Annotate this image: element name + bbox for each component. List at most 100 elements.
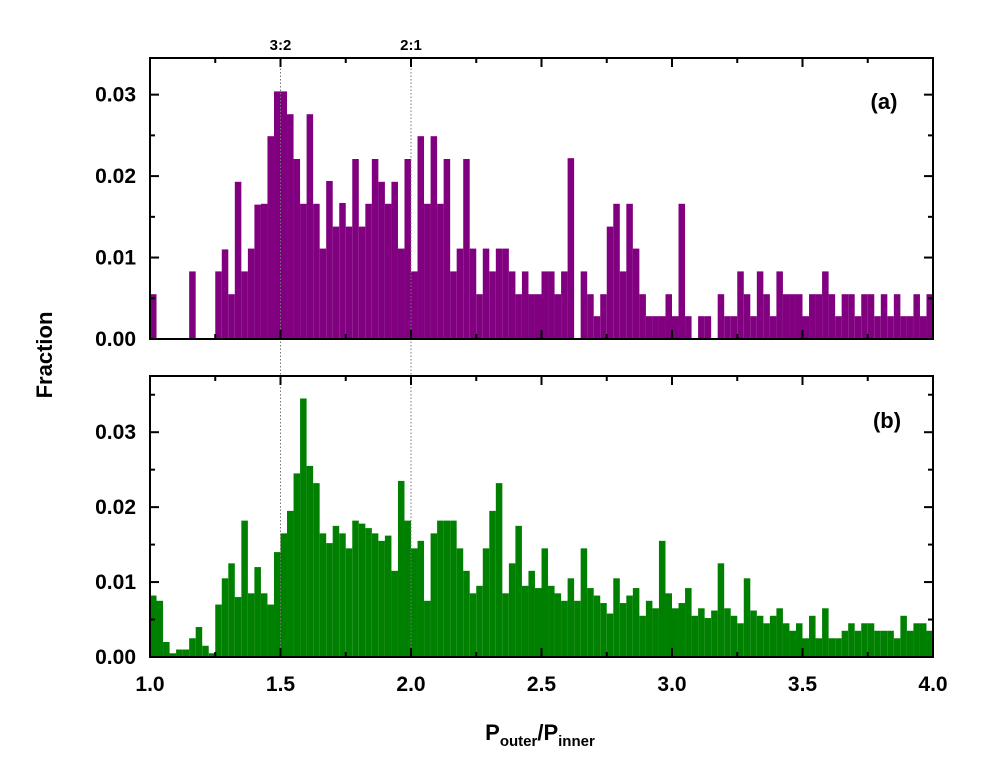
panel-a-bar bbox=[247, 248, 255, 339]
panel-b-label: (b) bbox=[873, 408, 901, 433]
panel-a-bar bbox=[743, 294, 751, 339]
panel-b-bar bbox=[782, 623, 790, 657]
panel-b-bar bbox=[495, 483, 503, 657]
x-axis-title: Pouter/Pinner bbox=[485, 720, 595, 750]
panel-b-bar bbox=[202, 645, 209, 657]
panel-b-bar bbox=[300, 398, 307, 657]
panel-a-bar bbox=[645, 316, 653, 339]
panel-b-bar bbox=[685, 588, 692, 657]
panel-b-bar bbox=[600, 603, 607, 657]
panel-a-bar bbox=[658, 316, 666, 339]
panel-a-label: (a) bbox=[871, 89, 898, 114]
panel-b-bar bbox=[802, 638, 810, 657]
panel-b-bar bbox=[606, 613, 614, 657]
panel-b-bar bbox=[704, 618, 712, 657]
panel-a-bar bbox=[189, 271, 196, 339]
panel-a-bar bbox=[854, 316, 862, 339]
panel-a-bar bbox=[482, 248, 490, 339]
panel-a-bar bbox=[822, 271, 829, 339]
panel-b-bar bbox=[176, 649, 183, 657]
panel-a-bar bbox=[339, 202, 346, 339]
panel-b-bar bbox=[906, 630, 914, 657]
panel-b-bar bbox=[345, 548, 353, 657]
panel-a-bar bbox=[515, 294, 522, 339]
y-tick-label: 0.01 bbox=[95, 571, 136, 594]
panel-a-bar bbox=[404, 159, 411, 339]
panel-b-bar bbox=[756, 615, 764, 657]
panel-b-bar bbox=[554, 593, 562, 657]
panel-a-bar bbox=[756, 271, 764, 339]
panel-b-bar bbox=[763, 623, 770, 657]
panel-b-bar bbox=[150, 595, 157, 657]
panel-a-bar bbox=[750, 316, 757, 339]
panel-b-bar bbox=[247, 593, 255, 657]
panel-a-bar bbox=[737, 271, 744, 339]
panel-a-bar bbox=[521, 271, 529, 339]
panel-b-bar bbox=[730, 615, 738, 657]
panel-a-bar bbox=[528, 294, 535, 339]
panel-b-bar bbox=[828, 638, 836, 657]
panel-a-bar bbox=[926, 294, 933, 339]
panel-a-bar bbox=[541, 271, 549, 339]
x-tick-label: 1.0 bbox=[135, 673, 164, 696]
panel-a-bar bbox=[880, 294, 888, 339]
panel-a-bar bbox=[424, 203, 431, 339]
panel-b-bar bbox=[900, 615, 907, 657]
panel-a-bar bbox=[508, 271, 516, 339]
panel-a-bar bbox=[861, 294, 868, 339]
panel-a-bar bbox=[228, 294, 235, 339]
panel-b-bar bbox=[267, 604, 274, 657]
panel-b-bar bbox=[293, 473, 301, 657]
panel-a-bar bbox=[417, 136, 425, 339]
panel-b-bar bbox=[521, 585, 529, 657]
panel-b-bar bbox=[391, 570, 398, 657]
panel-b-bar bbox=[195, 627, 203, 657]
x-tick-label: 1.5 bbox=[266, 673, 296, 696]
panel-b-bar bbox=[450, 520, 457, 657]
panel-a-bar bbox=[345, 226, 353, 339]
panel-b-bar bbox=[619, 603, 627, 657]
panel-b-bar bbox=[417, 540, 425, 657]
panel-a-bar bbox=[698, 316, 705, 339]
panel-a-bar bbox=[724, 316, 731, 339]
y-tick-label: 0.02 bbox=[95, 496, 136, 519]
panel-a-bar bbox=[554, 294, 562, 339]
panel-a-bar bbox=[489, 271, 496, 339]
panel-b-bar bbox=[515, 525, 522, 657]
panel-b-bar bbox=[848, 623, 855, 657]
panel-a-bar bbox=[273, 91, 281, 339]
panel-b-bar bbox=[665, 593, 672, 657]
panel-b-bar bbox=[711, 610, 718, 657]
panel-a-bar bbox=[782, 294, 790, 339]
panel-a-bar bbox=[626, 203, 633, 339]
resonance-label: 2:1 bbox=[400, 37, 422, 54]
panel-a-bar bbox=[384, 203, 392, 339]
panel-a-bar bbox=[267, 136, 274, 339]
panel-b-bar bbox=[769, 615, 777, 657]
panel-a-bar bbox=[665, 294, 672, 339]
panel-b-bar bbox=[319, 533, 327, 657]
y-tick-label: 0.01 bbox=[95, 247, 136, 270]
axis-ticks bbox=[149, 58, 934, 658]
panel-a-bar bbox=[919, 316, 927, 339]
panel-a-bar bbox=[619, 271, 627, 339]
panel-b-bar bbox=[489, 510, 496, 657]
panel-a-bar bbox=[567, 158, 575, 339]
panel-a-bar bbox=[672, 316, 679, 339]
panel-b-bar bbox=[795, 623, 803, 657]
panel-b-bar bbox=[737, 623, 744, 657]
panel-b-bar bbox=[384, 535, 392, 657]
panel-b-bar bbox=[841, 630, 849, 657]
panel-b-bar bbox=[534, 588, 542, 657]
panel-a-bar bbox=[456, 248, 464, 339]
panel-a-bar bbox=[495, 248, 503, 339]
panel-b-bar bbox=[587, 588, 594, 657]
panel-b-bar bbox=[287, 510, 294, 657]
panel-a-bar bbox=[463, 159, 470, 339]
panel-a-bar bbox=[287, 114, 294, 339]
panel-b-bar bbox=[378, 540, 385, 657]
panel-a-bar bbox=[809, 294, 816, 339]
panel-a-bar bbox=[685, 316, 692, 339]
panel-b-bar bbox=[156, 600, 164, 657]
panel-a-bar bbox=[835, 316, 842, 339]
